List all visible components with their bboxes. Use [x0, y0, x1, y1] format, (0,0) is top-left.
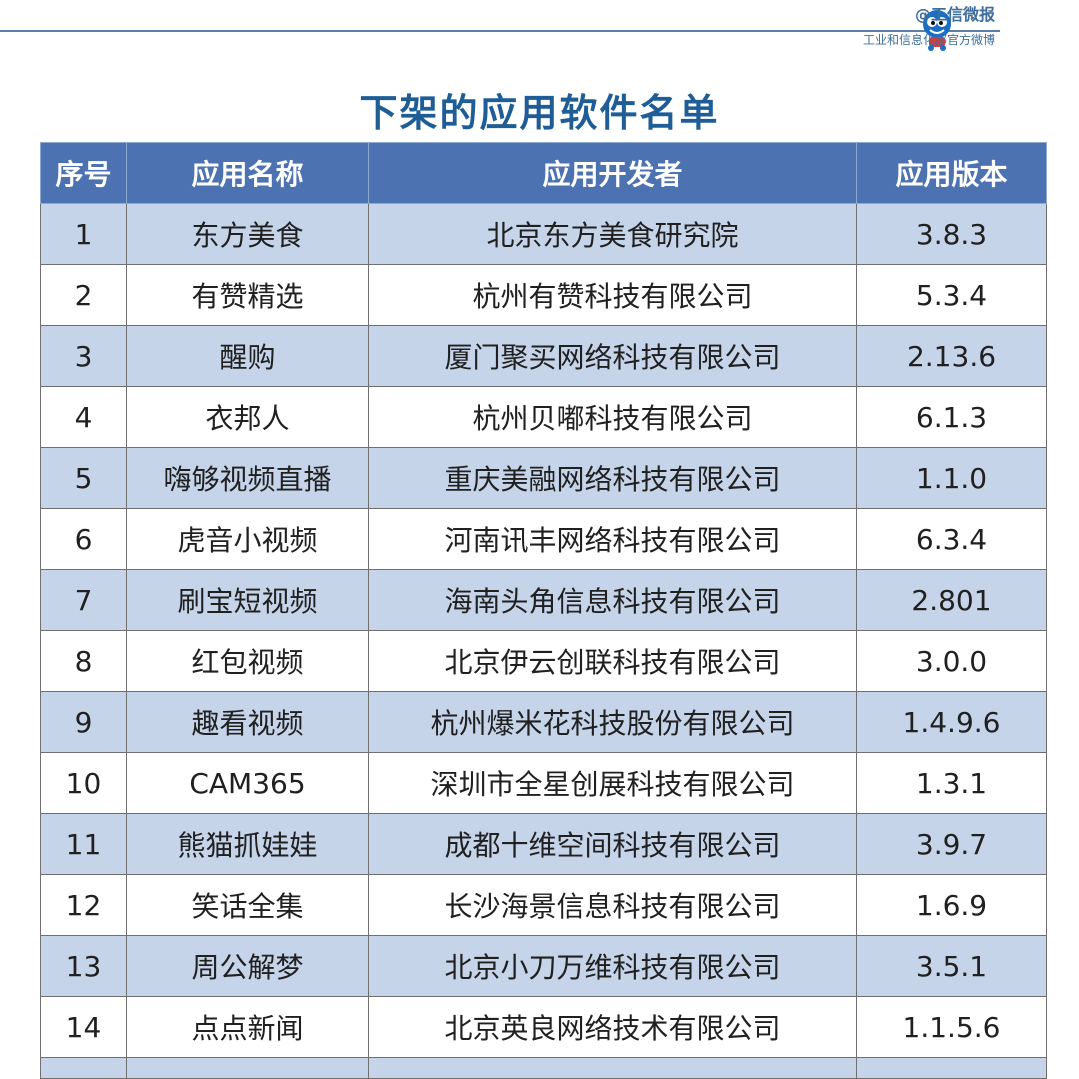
cell-empty: [368, 1057, 857, 1079]
top-divider: [0, 30, 1000, 32]
cell-version: 1.1.5.6: [856, 996, 1047, 1058]
table-row: 4 衣邦人 杭州贝嘟科技有限公司 6.1.3: [40, 386, 1047, 448]
cell-name: 趣看视频: [126, 691, 369, 753]
cell-version: 2.13.6: [856, 325, 1047, 387]
cell-version: 3.0.0: [856, 630, 1047, 692]
cell-version: 2.801: [856, 569, 1047, 631]
mascot-icon: [915, 6, 959, 52]
cell-no: 4: [40, 386, 127, 448]
cell-name: 东方美食: [126, 203, 369, 265]
header-developer: 应用开发者: [368, 142, 857, 204]
cell-developer: 杭州贝嘟科技有限公司: [368, 386, 857, 448]
cell-developer: 长沙海景信息科技有限公司: [368, 874, 857, 936]
table-row-partial: [40, 1057, 1047, 1079]
cell-version: 5.3.4: [856, 264, 1047, 326]
brand-subtitle: 工业和信息化部官方微博: [862, 33, 995, 48]
cell-version: 6.3.4: [856, 508, 1047, 570]
table-row: 12 笑话全集 长沙海景信息科技有限公司 1.6.9: [40, 874, 1047, 936]
cell-developer: 成都十维空间科技有限公司: [368, 813, 857, 875]
table-row: 9 趣看视频 杭州爆米花科技股份有限公司 1.4.9.6: [40, 691, 1047, 753]
cell-name: 虎音小视频: [126, 508, 369, 570]
cell-developer: 深圳市全星创展科技有限公司: [368, 752, 857, 814]
cell-developer: 厦门聚买网络科技有限公司: [368, 325, 857, 387]
cell-name: 熊猫抓娃娃: [126, 813, 369, 875]
cell-developer: 北京伊云创联科技有限公司: [368, 630, 857, 692]
cell-developer: 北京英良网络技术有限公司: [368, 996, 857, 1058]
cell-no: 1: [40, 203, 127, 265]
cell-version: 1.1.0: [856, 447, 1047, 509]
cell-name: 笑话全集: [126, 874, 369, 936]
cell-name: 周公解梦: [126, 935, 369, 997]
table-row: 5 嗨够视频直播 重庆美融网络科技有限公司 1.1.0: [40, 447, 1047, 509]
cell-no: 10: [40, 752, 127, 814]
table-row: 2 有赞精选 杭州有赞科技有限公司 5.3.4: [40, 264, 1047, 326]
cell-name: CAM365: [126, 752, 369, 814]
header-name: 应用名称: [126, 142, 369, 204]
header-no: 序号: [40, 142, 127, 204]
table-header-row: 序号 应用名称 应用开发者 应用版本: [40, 142, 1047, 204]
cell-no: 2: [40, 264, 127, 326]
cell-name: 刷宝短视频: [126, 569, 369, 631]
cell-no: 7: [40, 569, 127, 631]
cell-no: 12: [40, 874, 127, 936]
table-row: 6 虎音小视频 河南讯丰网络科技有限公司 6.3.4: [40, 508, 1047, 570]
page-title: 下架的应用软件名单: [359, 91, 720, 135]
cell-name: 嗨够视频直播: [126, 447, 369, 509]
cell-version: 1.6.9: [856, 874, 1047, 936]
cell-developer: 海南头角信息科技有限公司: [368, 569, 857, 631]
cell-developer: 河南讯丰网络科技有限公司: [368, 508, 857, 570]
table-row: 1 东方美食 北京东方美食研究院 3.8.3: [40, 203, 1047, 265]
header-version: 应用版本: [856, 142, 1047, 204]
table-row: 7 刷宝短视频 海南头角信息科技有限公司 2.801: [40, 569, 1047, 631]
cell-no: 13: [40, 935, 127, 997]
cell-version: 3.9.7: [856, 813, 1047, 875]
cell-no: 3: [40, 325, 127, 387]
cell-no: 14: [40, 996, 127, 1058]
cell-empty: [126, 1057, 369, 1079]
cell-name: 点点新闻: [126, 996, 369, 1058]
cell-no: 9: [40, 691, 127, 753]
cell-developer: 北京东方美食研究院: [368, 203, 857, 265]
table-row: 14 点点新闻 北京英良网络技术有限公司 1.1.5.6: [40, 996, 1047, 1058]
cell-developer: 杭州爆米花科技股份有限公司: [368, 691, 857, 753]
cell-no: 6: [40, 508, 127, 570]
table-row: 11 熊猫抓娃娃 成都十维空间科技有限公司 3.9.7: [40, 813, 1047, 875]
cell-name: 衣邦人: [126, 386, 369, 448]
cell-developer: 杭州有赞科技有限公司: [368, 264, 857, 326]
cell-no: 5: [40, 447, 127, 509]
cell-version: 6.1.3: [856, 386, 1047, 448]
cell-empty: [856, 1057, 1047, 1079]
cell-developer: 重庆美融网络科技有限公司: [368, 447, 857, 509]
brand-block: @工信微报 工业和信息化部官方微博: [862, 5, 995, 48]
cell-name: 有赞精选: [126, 264, 369, 326]
cell-developer: 北京小刀万维科技有限公司: [368, 935, 857, 997]
cell-version: 1.3.1: [856, 752, 1047, 814]
cell-no: 8: [40, 630, 127, 692]
table-row: 10 CAM365 深圳市全星创展科技有限公司 1.3.1: [40, 752, 1047, 814]
table-row: 13 周公解梦 北京小刀万维科技有限公司 3.5.1: [40, 935, 1047, 997]
cell-version: 3.8.3: [856, 203, 1047, 265]
cell-version: 3.5.1: [856, 935, 1047, 997]
cell-name: 红包视频: [126, 630, 369, 692]
app-table: 序号 应用名称 应用开发者 应用版本 1 东方美食 北京东方美食研究院 3.8.…: [40, 142, 1047, 1079]
cell-no: 11: [40, 813, 127, 875]
brand-name: @工信微报: [914, 5, 995, 24]
table-row: 8 红包视频 北京伊云创联科技有限公司 3.0.0: [40, 630, 1047, 692]
table-row: 3 醒购 厦门聚买网络科技有限公司 2.13.6: [40, 325, 1047, 387]
cell-version: 1.4.9.6: [856, 691, 1047, 753]
cell-empty: [40, 1057, 127, 1079]
cell-name: 醒购: [126, 325, 369, 387]
